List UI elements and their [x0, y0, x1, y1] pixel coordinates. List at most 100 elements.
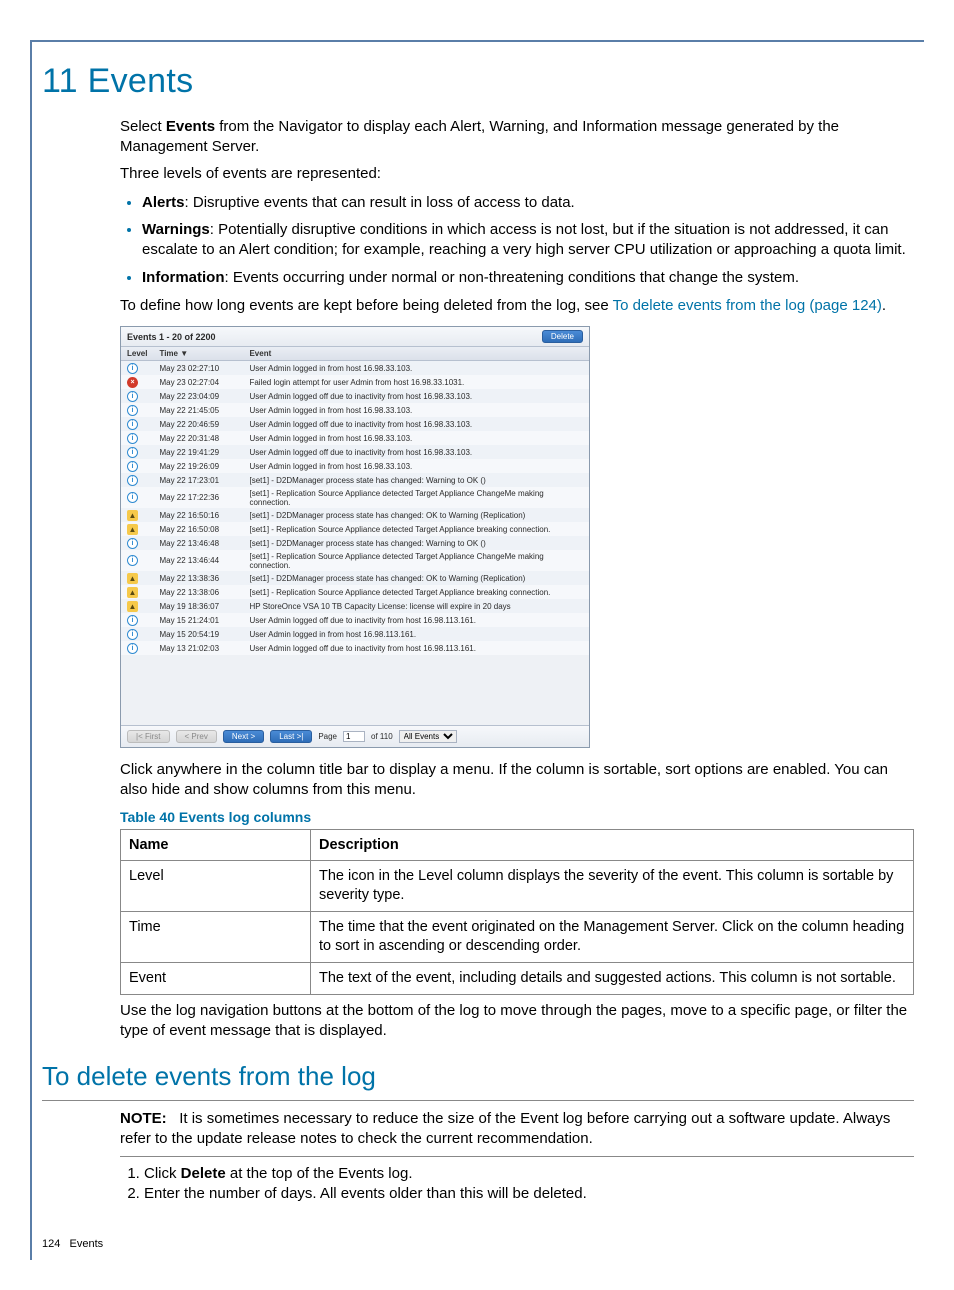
table-row: Level The icon in the Level column displ…: [121, 861, 914, 912]
log-level: ▲: [121, 571, 153, 585]
log-row[interactable]: iMay 15 20:54:19User Admin logged in fro…: [121, 627, 589, 641]
log-event: User Admin logged in from host 16.98.33.…: [243, 361, 589, 376]
bullet-warnings: Warnings: Potentially disruptive conditi…: [142, 219, 914, 261]
bullet-alerts-rest: : Disruptive events that can result in l…: [185, 194, 575, 211]
page-input[interactable]: [343, 731, 365, 742]
intro-p3a: To define how long events are kept befor…: [120, 297, 613, 314]
info-icon: i: [127, 629, 138, 640]
log-row[interactable]: iMay 22 13:46:48[set1] - D2DManager proc…: [121, 536, 589, 550]
step1-bold: Delete: [181, 1165, 226, 1182]
pager: |< First < Prev Next > Last >| Page of 1…: [121, 725, 589, 747]
col-event[interactable]: Event: [243, 347, 589, 361]
first-page-button[interactable]: |< First: [127, 730, 170, 743]
log-time: May 22 19:26:09: [153, 459, 243, 473]
log-row[interactable]: ▲May 22 16:50:08[set1] - Replication Sou…: [121, 522, 589, 536]
info-icon: i: [127, 433, 138, 444]
note-label: NOTE:: [120, 1110, 167, 1127]
last-page-button[interactable]: Last >|: [270, 730, 312, 743]
footer-label: Events: [70, 1238, 104, 1250]
intro-p1a: Select: [120, 118, 166, 135]
next-page-button[interactable]: Next >: [223, 730, 264, 743]
log-level: i: [121, 550, 153, 571]
step1a: Click: [144, 1165, 181, 1182]
log-time: May 22 13:38:36: [153, 571, 243, 585]
log-time: May 22 13:46:44: [153, 550, 243, 571]
log-event: User Admin logged off due to inactivity …: [243, 613, 589, 627]
log-event: User Admin logged in from host 16.98.33.…: [243, 403, 589, 417]
note-para: NOTE: It is sometimes necessary to reduc…: [120, 1109, 914, 1150]
intro-p2: Three levels of events are represented:: [120, 164, 914, 184]
table-row: Event The text of the event, including d…: [121, 962, 914, 994]
log-row[interactable]: ▲May 22 13:38:06[set1] - Replication Sou…: [121, 585, 589, 599]
log-event: [set1] - D2DManager process state has ch…: [243, 571, 589, 585]
log-level: i: [121, 403, 153, 417]
log-row[interactable]: iMay 23 02:27:10User Admin logged in fro…: [121, 361, 589, 376]
log-time: May 15 21:24:01: [153, 613, 243, 627]
info-icon: i: [127, 391, 138, 402]
th-description: Description: [311, 829, 914, 861]
delete-events-link[interactable]: To delete events from the log (page 124): [613, 297, 882, 314]
warning-icon: ▲: [127, 510, 138, 521]
log-event: [set1] - D2DManager process state has ch…: [243, 536, 589, 550]
log-event: [set1] - Replication Source Appliance de…: [243, 522, 589, 536]
events-log-screenshot: Events 1 - 20 of 2200 Delete Level Time …: [120, 326, 590, 748]
log-time: May 22 19:41:29: [153, 445, 243, 459]
log-title: Events 1 - 20 of 2200: [127, 332, 216, 342]
log-row[interactable]: iMay 22 23:04:09User Admin logged off du…: [121, 389, 589, 403]
log-level: ▲: [121, 522, 153, 536]
columns-table: Name Description Level The icon in the L…: [120, 829, 914, 995]
info-icon: i: [127, 538, 138, 549]
log-row[interactable]: iMay 13 21:02:03User Admin logged off du…: [121, 641, 589, 655]
log-event: [set1] - D2DManager process state has ch…: [243, 473, 589, 487]
log-event: [set1] - D2DManager process state has ch…: [243, 508, 589, 522]
log-row[interactable]: iMay 22 17:22:36[set1] - Replication Sou…: [121, 487, 589, 508]
after-image-p: Click anywhere in the column title bar t…: [120, 760, 914, 801]
log-row[interactable]: iMay 22 20:46:59User Admin logged off du…: [121, 417, 589, 431]
log-row[interactable]: iMay 22 20:31:48User Admin logged in fro…: [121, 431, 589, 445]
log-time: May 19 18:36:07: [153, 599, 243, 613]
intro-p3: To define how long events are kept befor…: [120, 296, 914, 316]
log-event: [set1] - Replication Source Appliance de…: [243, 487, 589, 508]
log-time: May 23 02:27:04: [153, 375, 243, 389]
log-event: Failed login attempt for user Admin from…: [243, 375, 589, 389]
warning-icon: ▲: [127, 601, 138, 612]
log-row[interactable]: iMay 22 21:45:05User Admin logged in fro…: [121, 403, 589, 417]
col-level[interactable]: Level: [121, 347, 153, 361]
log-event: [set1] - Replication Source Appliance de…: [243, 585, 589, 599]
log-time: May 22 16:50:08: [153, 522, 243, 536]
step-2: Enter the number of days. All events old…: [144, 1185, 914, 1202]
log-row[interactable]: × May 23 02:27:04Failed login attempt for…: [121, 375, 589, 389]
section-rule: [42, 1100, 914, 1101]
events-table: Level Time ▼ Event iMay 23 02:27:10User …: [121, 347, 589, 655]
log-row[interactable]: ▲May 22 16:50:16[set1] - D2DManager proc…: [121, 508, 589, 522]
log-level: i: [121, 361, 153, 376]
filter-select[interactable]: All Events: [399, 730, 457, 743]
log-row[interactable]: ▲May 22 13:38:36[set1] - D2DManager proc…: [121, 571, 589, 585]
prev-page-button[interactable]: < Prev: [176, 730, 217, 743]
col-time[interactable]: Time ▼: [153, 347, 243, 361]
log-row[interactable]: iMay 22 13:46:44[set1] - Replication Sou…: [121, 550, 589, 571]
log-level: i: [121, 487, 153, 508]
note-rule: [120, 1156, 914, 1157]
log-row[interactable]: iMay 22 19:41:29User Admin logged off du…: [121, 445, 589, 459]
log-time: May 15 20:54:19: [153, 627, 243, 641]
log-level: i: [121, 613, 153, 627]
log-row[interactable]: iMay 22 19:26:09User Admin logged in fro…: [121, 459, 589, 473]
log-level: i: [121, 473, 153, 487]
delete-button[interactable]: Delete: [542, 330, 583, 343]
error-icon: ×: [127, 377, 138, 388]
footer-page: 124: [42, 1238, 60, 1250]
cell-desc: The icon in the Level column displays th…: [311, 861, 914, 912]
note-text: It is sometimes necessary to reduce the …: [120, 1110, 890, 1147]
log-row[interactable]: iMay 22 17:23:01[set1] - D2DManager proc…: [121, 473, 589, 487]
log-event: HP StoreOnce VSA 10 TB Capacity License:…: [243, 599, 589, 613]
bullet-alerts-bold: Alerts: [142, 194, 185, 211]
info-icon: i: [127, 615, 138, 626]
log-row[interactable]: i May 15 21:24:01User Admin logged off du…: [121, 613, 589, 627]
log-time: May 22 21:45:05: [153, 403, 243, 417]
log-row[interactable]: ▲ May 19 18:36:07HP StoreOnce VSA 10 TB C…: [121, 599, 589, 613]
bullet-info-bold: Information: [142, 269, 225, 286]
cell-name: Event: [121, 962, 311, 994]
log-event: User Admin logged in from host 16.98.33.…: [243, 459, 589, 473]
bullet-alerts: Alerts: Disruptive events that can resul…: [142, 192, 914, 213]
